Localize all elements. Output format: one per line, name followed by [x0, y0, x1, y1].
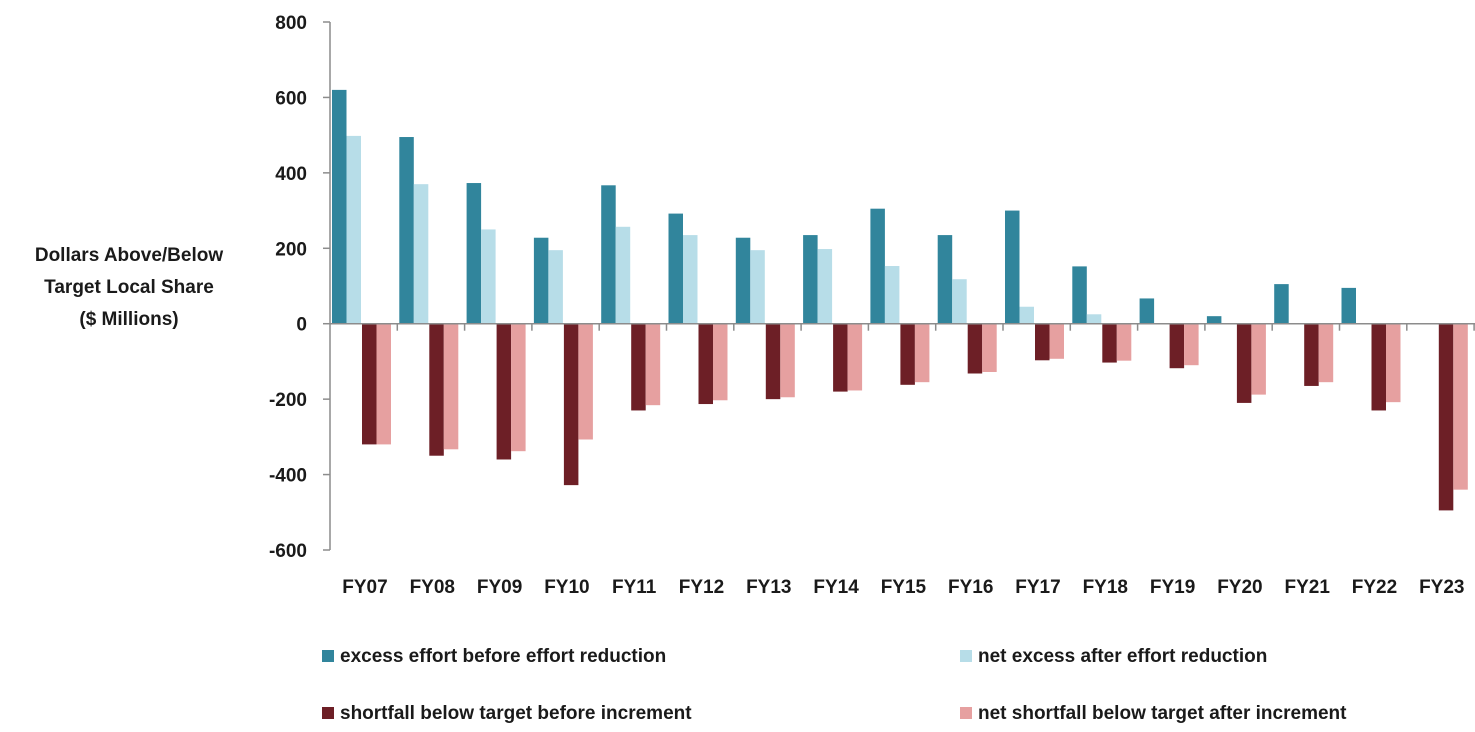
bar-fy16-series-3 — [968, 324, 983, 374]
bar-fy13-series-2 — [750, 250, 765, 324]
bar-fy18-series-2 — [1087, 314, 1102, 323]
bar-fy12-series-1 — [669, 214, 684, 324]
x-tick-label-fy13: FY13 — [746, 577, 791, 598]
legend-label-2: net excess after effort reduction — [978, 646, 1267, 667]
bar-fy16-series-4 — [982, 324, 997, 372]
bar-fy20-series-4 — [1251, 324, 1266, 395]
bar-fy08-series-3 — [429, 324, 444, 456]
bar-fy14-series-4 — [848, 324, 863, 391]
bar-fy20-series-3 — [1237, 324, 1252, 403]
y-tick-label: 600 — [275, 88, 307, 109]
x-tick-label-fy12: FY12 — [679, 577, 724, 598]
bar-fy13-series-4 — [780, 324, 795, 398]
bar-fy12-series-2 — [683, 235, 698, 324]
bar-fy12-series-3 — [699, 324, 714, 404]
bar-fy11-series-4 — [646, 324, 661, 405]
bar-fy11-series-2 — [616, 227, 631, 324]
bar-fy21-series-3 — [1304, 324, 1319, 386]
legend-swatch-4 — [960, 707, 972, 719]
x-tick-label-fy20: FY20 — [1217, 577, 1262, 598]
bar-fy17-series-1 — [1005, 211, 1020, 324]
bar-fy07-series-4 — [377, 324, 392, 445]
bar-fy09-series-4 — [511, 324, 525, 451]
x-tick-label-fy14: FY14 — [813, 577, 859, 598]
bar-fy22-series-3 — [1372, 324, 1387, 411]
bar-fy21-series-1 — [1274, 284, 1289, 324]
bar-fy13-series-1 — [736, 238, 751, 324]
y-tick-label: 0 — [296, 315, 307, 336]
bar-fy12-series-4 — [713, 324, 728, 401]
bar-fy17-series-2 — [1020, 307, 1035, 324]
x-tick-label-fy23: FY23 — [1419, 577, 1464, 598]
bar-fy19-series-3 — [1170, 324, 1185, 369]
bar-fy10-series-3 — [564, 324, 579, 485]
bar-fy14-series-3 — [833, 324, 848, 392]
x-tick-label-fy19: FY19 — [1150, 577, 1195, 598]
bar-fy19-series-1 — [1140, 298, 1155, 323]
bar-fy08-series-1 — [399, 137, 414, 324]
bar-fy21-series-4 — [1319, 324, 1334, 382]
bar-fy14-series-2 — [818, 249, 833, 324]
bar-fy10-series-4 — [578, 324, 593, 440]
x-tick-label-fy17: FY17 — [1015, 577, 1060, 598]
legend-swatch-1 — [322, 650, 334, 662]
bar-fy20-series-1 — [1207, 316, 1222, 324]
bar-fy09-series-3 — [497, 324, 512, 460]
bar-fy16-series-2 — [952, 279, 967, 324]
x-tick-label-fy10: FY10 — [544, 577, 589, 598]
bar-fy07-series-2 — [347, 136, 362, 324]
y-tick-label: -600 — [269, 541, 307, 562]
x-tick-label-fy21: FY21 — [1284, 577, 1330, 598]
bar-fy19-series-4 — [1184, 324, 1199, 365]
bar-fy14-series-1 — [803, 235, 818, 324]
x-tick-label-fy22: FY22 — [1352, 577, 1397, 598]
bar-fy10-series-1 — [534, 238, 549, 324]
bar-fy15-series-3 — [900, 324, 915, 385]
bar-fy15-series-2 — [885, 266, 900, 324]
bar-fy11-series-1 — [601, 185, 616, 323]
legend-label-1: excess effort before effort reduction — [340, 646, 666, 667]
y-tick-label: -200 — [269, 390, 307, 411]
bar-fy16-series-1 — [938, 235, 953, 324]
bar-fy10-series-2 — [548, 250, 563, 324]
x-tick-label-fy11: FY11 — [612, 577, 657, 598]
legend-label-3: shortfall below target before increment — [340, 703, 692, 724]
bar-fy18-series-4 — [1117, 324, 1132, 361]
bar-fy23-series-4 — [1453, 324, 1468, 490]
x-tick-label-fy09: FY09 — [477, 577, 522, 598]
x-tick-label-fy18: FY18 — [1083, 577, 1128, 598]
bar-fy17-series-3 — [1035, 324, 1050, 361]
legend-swatch-3 — [322, 707, 334, 719]
legend-label-4: net shortfall below target after increme… — [978, 703, 1347, 724]
bar-fy18-series-3 — [1102, 324, 1117, 363]
bar-fy11-series-3 — [631, 324, 646, 411]
x-tick-label-fy07: FY07 — [342, 577, 387, 598]
bar-fy09-series-2 — [481, 229, 496, 323]
bar-fy22-series-4 — [1386, 324, 1401, 402]
bar-fy08-series-2 — [414, 184, 429, 324]
bar-fy07-series-1 — [332, 90, 347, 324]
y-tick-label: 800 — [275, 13, 307, 34]
bar-fy15-series-4 — [915, 324, 930, 382]
bar-fy08-series-4 — [444, 324, 459, 450]
bar-fy18-series-1 — [1072, 266, 1087, 323]
legend-swatch-2 — [960, 650, 972, 662]
bar-fy15-series-1 — [870, 209, 885, 324]
bar-fy09-series-1 — [467, 183, 482, 324]
bar-fy13-series-3 — [766, 324, 781, 399]
x-tick-label-fy15: FY15 — [881, 577, 927, 598]
y-tick-label: 200 — [275, 239, 307, 260]
x-tick-label-fy08: FY08 — [410, 577, 455, 598]
bar-fy23-series-3 — [1439, 324, 1454, 511]
bar-fy17-series-4 — [1050, 324, 1065, 359]
bar-fy22-series-1 — [1342, 288, 1357, 324]
y-tick-label: -400 — [269, 466, 307, 487]
x-tick-label-fy16: FY16 — [948, 577, 993, 598]
y-tick-label: 400 — [275, 164, 307, 185]
bar-fy07-series-3 — [362, 324, 377, 445]
